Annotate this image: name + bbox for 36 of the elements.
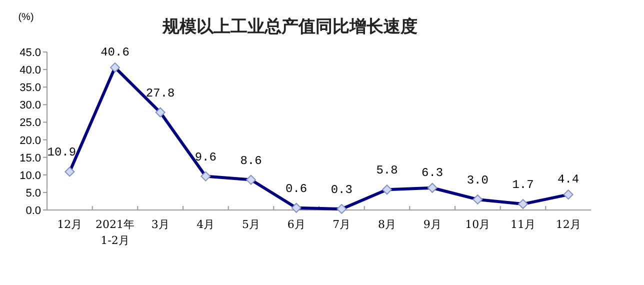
text: 5.8 xyxy=(376,164,398,178)
x-tick-label: 8月 xyxy=(378,218,396,231)
y-tick-label: 45.0 xyxy=(20,47,41,59)
x-tick-label: 12月 xyxy=(57,218,82,231)
y-tick-label: 30.0 xyxy=(20,100,41,112)
text: 4.4 xyxy=(558,172,580,187)
x-tick-label: 5月 xyxy=(242,218,260,231)
x-tick-label: 9月 xyxy=(423,218,442,231)
x-tick-label: 7月 xyxy=(332,218,351,231)
x-tick-label: 11月 xyxy=(510,218,536,231)
y-axis-title: (%) xyxy=(18,12,34,23)
x-tick-label: 12月 xyxy=(556,218,581,231)
x-tick-label: 2021年 1-2月 xyxy=(96,218,134,247)
x-tick-label: 3月 xyxy=(151,218,170,231)
x-tick-label: 4月 xyxy=(196,218,215,231)
text: 6.3 xyxy=(422,166,444,180)
text: 27.8 xyxy=(146,86,175,100)
text: 0.6 xyxy=(286,182,308,196)
x-tick-label: 6月 xyxy=(287,218,306,231)
y-tick-label: 35.0 xyxy=(20,82,41,94)
text: 40.6 xyxy=(100,45,130,60)
x-tick-label: 10月 xyxy=(465,218,490,231)
text: 9.6 xyxy=(194,150,216,164)
text: 8.6 xyxy=(240,154,262,168)
y-tick-label: 20.0 xyxy=(20,134,41,147)
y-tick-label: 25.0 xyxy=(20,117,41,130)
chart-title: 规模以上工业总产值同比增长速度 xyxy=(162,17,418,37)
text: 3.0 xyxy=(466,173,488,188)
y-tick-label: 0.0 xyxy=(26,205,41,217)
text: 10.9 xyxy=(47,146,76,160)
y-tick-label: 15.0 xyxy=(20,152,41,164)
y-tick-label: 40.0 xyxy=(20,64,41,77)
y-tick-label: 5.0 xyxy=(26,187,41,200)
y-tick-label: 10.0 xyxy=(20,170,41,182)
text: 0.3 xyxy=(330,182,352,197)
text: 1.7 xyxy=(512,178,534,192)
